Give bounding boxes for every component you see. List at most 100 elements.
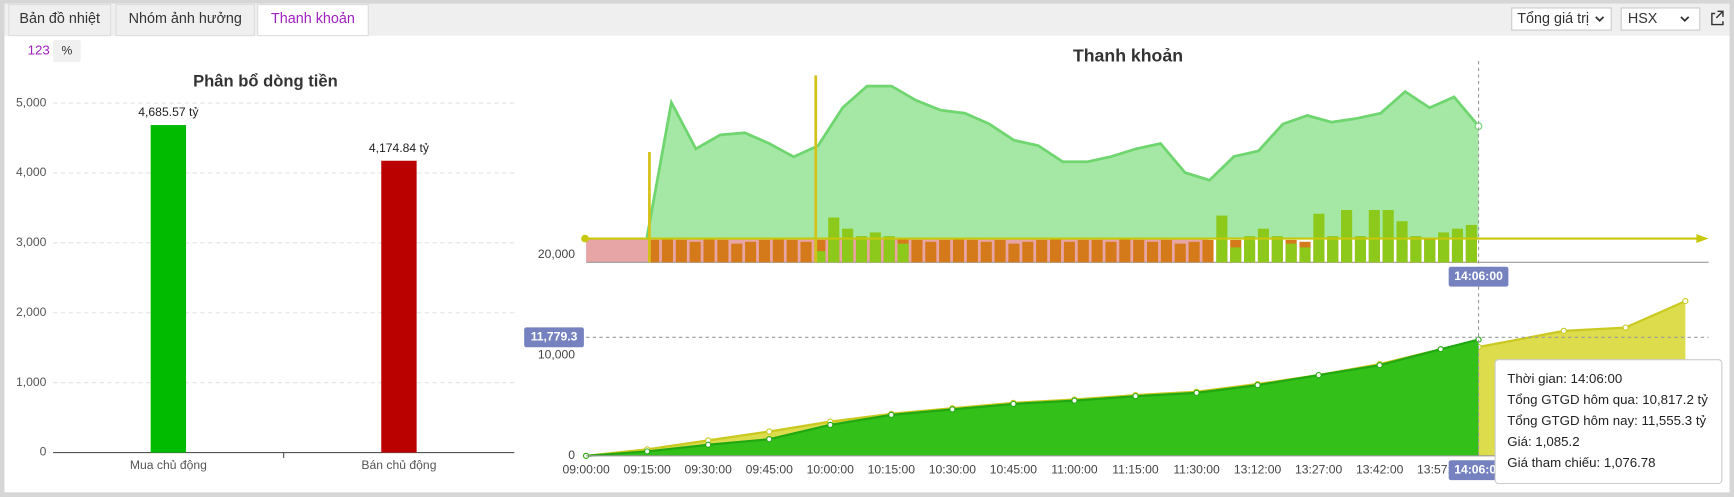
dropdown-arrow (1595, 16, 1605, 22)
crosshair-x-label: 14:06:00 (1454, 269, 1503, 283)
buy-volume-bar (1396, 221, 1408, 263)
sell-volume-bar (1036, 239, 1048, 263)
point (1132, 393, 1139, 400)
tab[interactable] (8, 4, 112, 37)
buy-volume-bar (883, 236, 895, 263)
y-tick-label: 2,000 (16, 305, 47, 319)
y-tick-label: 20,000 (538, 247, 575, 261)
x-tick-label: 10:30:00 (929, 462, 977, 476)
point (1560, 327, 1567, 334)
point (1071, 397, 1078, 404)
sell-volume-bar (1174, 243, 1186, 263)
cumulative-line (586, 338, 1479, 457)
y-tick-label: 5,000 (16, 95, 47, 109)
sell-volume-bar (952, 238, 965, 263)
y-tick-label: 1,000 (16, 375, 47, 389)
x-tick-label: Mua chủ động (130, 458, 207, 472)
sell-volume-bar (689, 241, 701, 263)
sell-volume-bar (1133, 239, 1145, 263)
sell-volume-bar (1008, 243, 1020, 263)
open-icon[interactable] (1711, 10, 1724, 26)
point (1254, 382, 1261, 389)
sell-volume-bar (1049, 238, 1062, 263)
tooltip-line: Giá: 1,085.2 (1507, 434, 1579, 449)
y-tick-label: 0 (568, 448, 575, 462)
y-tick-label: 3,000 (16, 235, 47, 249)
sell-volume-bar (800, 241, 812, 263)
price-line (645, 84, 1480, 238)
bar (150, 125, 187, 453)
point (1622, 324, 1629, 331)
buy-volume-bar (1368, 209, 1380, 263)
sell-volume-bar (786, 239, 798, 263)
x-tick-label: Bán chủ động (361, 458, 436, 472)
x-tick-label: 10:45:00 (990, 462, 1038, 476)
point (888, 411, 895, 418)
point (1376, 362, 1383, 369)
metric-text: Tổng giá trị (1517, 11, 1589, 27)
sell-volume-bar (994, 239, 1006, 263)
crosshair-badge (1448, 460, 1509, 481)
tooltip-line: Giá tham chiếu: 1,076.78 (1507, 455, 1655, 470)
tab-label[interactable]: Thanh khoản (271, 11, 355, 27)
buy-volume-bar (842, 228, 854, 263)
point (766, 428, 773, 435)
reference-dot (581, 234, 589, 243)
sell-volume-bar (1119, 238, 1131, 263)
value-label: 4,174.84 tỷ (369, 141, 430, 155)
spike-volume-bar (814, 75, 818, 263)
point (1315, 372, 1322, 379)
sell-volume-bar (980, 241, 992, 263)
tab-label[interactable]: Nhóm ảnh hưởng (129, 11, 242, 27)
buy-volume-bar (1341, 209, 1353, 263)
x-tick-label: 09:45:00 (746, 462, 794, 476)
buy-volume-bar (1382, 209, 1394, 263)
cumulative-area (586, 339, 1479, 456)
sell-volume-bar (1077, 239, 1089, 263)
buy-volume-bar (1465, 224, 1477, 263)
sell-volume-bar (731, 243, 743, 263)
tab-label[interactable]: Bản đồ nhiệt (19, 11, 100, 27)
buy-volume-bar (869, 232, 881, 263)
tab[interactable] (115, 4, 255, 37)
tooltip (1494, 359, 1723, 485)
sell-volume-bar (814, 239, 826, 263)
point (1437, 346, 1444, 353)
metric-select[interactable] (1511, 7, 1612, 31)
sell-volume-bar (717, 239, 729, 263)
chart-title: Thanh khoản (1073, 45, 1183, 65)
x-tick-label: 09:15:00 (623, 462, 671, 476)
sell-volume-bar (772, 238, 784, 263)
sell-volume-bar (966, 239, 978, 263)
x-tick-label: 10:00:00 (807, 462, 855, 476)
x-tick-label: 13:42:00 (1356, 462, 1404, 476)
crosshair-badge (1448, 266, 1509, 287)
unit-toggle[interactable]: 123 (28, 43, 50, 58)
point (705, 441, 712, 448)
crosshair-x-label: 14:06:00 (1454, 462, 1503, 476)
sell-volume-bar (939, 239, 951, 263)
x-tick-label: 13:12:00 (1234, 462, 1282, 476)
sell-volume-bar (925, 241, 937, 263)
sell-volume-bar (1147, 241, 1159, 263)
tab[interactable] (257, 4, 369, 37)
point (827, 421, 834, 428)
buy-volume-bar (1424, 239, 1436, 263)
x-tick-label: 09:30:00 (685, 462, 733, 476)
sell-volume-bar (703, 238, 715, 263)
percent-button[interactable] (53, 40, 81, 63)
exchange-select[interactable] (1620, 7, 1701, 31)
buy-volume-bar (1244, 236, 1256, 263)
sell-volume-bar (1202, 239, 1214, 263)
buy-volume-bar (1230, 247, 1242, 263)
buy-volume-bar (1410, 236, 1422, 263)
crosshair-badge (524, 327, 584, 348)
sell-volume-bar (1091, 239, 1103, 263)
y-tick-label: 4,000 (16, 165, 47, 179)
crosshair-y-label: 11,779.3 (531, 330, 578, 344)
unit-toggle[interactable]: % (61, 43, 72, 57)
point (1682, 297, 1689, 305)
bar (381, 160, 417, 453)
